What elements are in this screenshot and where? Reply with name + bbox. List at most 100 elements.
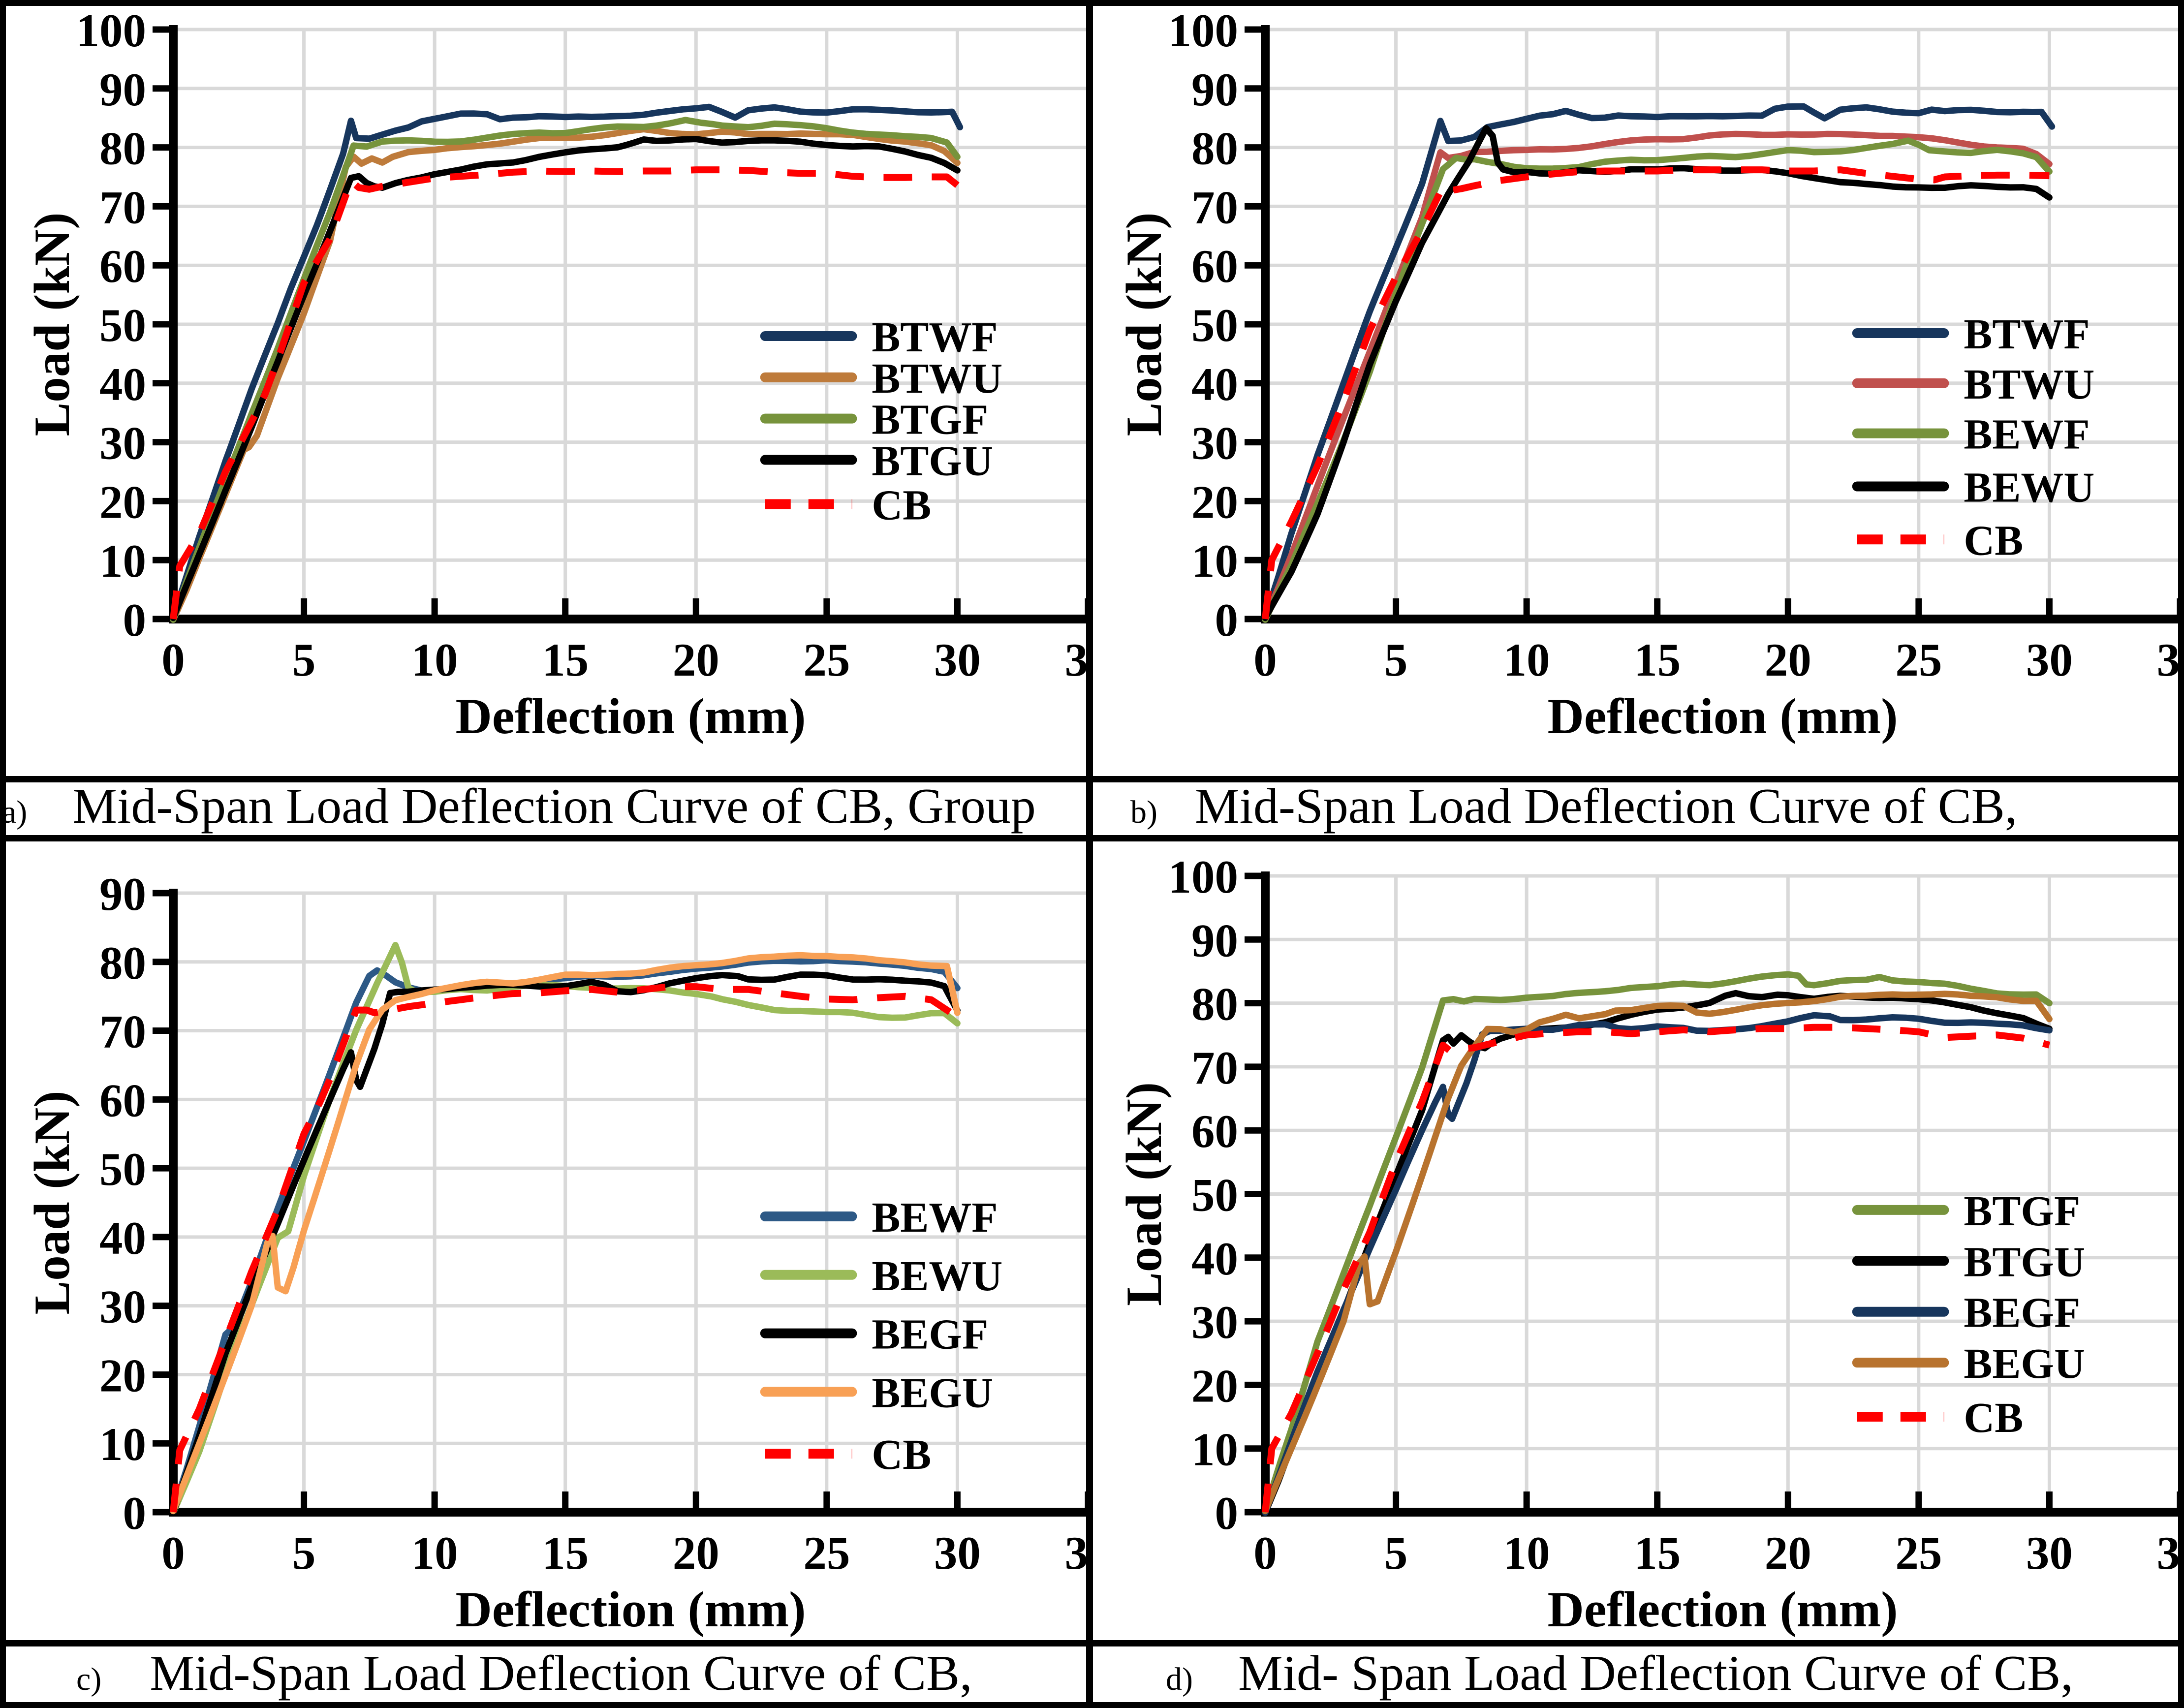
x-tick-label: 20 bbox=[1765, 634, 1811, 686]
y-axis-title: Load (kN) bbox=[1116, 1082, 1172, 1306]
y-tick-label: 60 bbox=[99, 1074, 146, 1126]
x-tick-label: 30 bbox=[2026, 634, 2073, 686]
x-tick-label: 30 bbox=[934, 634, 981, 686]
caption-b: b) Mid-Span Load Deflection Curve of CB, bbox=[1092, 780, 2184, 833]
series-line-BEGF bbox=[1262, 1012, 2053, 1516]
x-tick-label: 25 bbox=[803, 1527, 850, 1579]
x-tick-label: 0 bbox=[1253, 634, 1277, 686]
y-tick-label: 50 bbox=[99, 1143, 146, 1195]
caption-a-marker: a) bbox=[2, 794, 28, 830]
x-tick-label: 30 bbox=[934, 1527, 981, 1579]
y-tick-label: 0 bbox=[1215, 1487, 1239, 1539]
y-tick-label: 80 bbox=[99, 123, 146, 175]
series-line-BEGF bbox=[170, 971, 961, 1516]
series-line-BEGU bbox=[1262, 991, 2053, 1515]
x-tick-label: 15 bbox=[542, 634, 589, 686]
series-line-BTGF bbox=[1262, 971, 2053, 1515]
legend-label-BTGF: BTGF bbox=[1964, 1187, 2080, 1235]
chart-c-canvas: 051015202530350102030405060708090Deflect… bbox=[0, 841, 1092, 1648]
y-tick-label: 90 bbox=[99, 868, 146, 920]
series-line-CB bbox=[170, 983, 960, 1513]
y-tick-label: 40 bbox=[1191, 1233, 1238, 1285]
series-line-BTWF bbox=[170, 103, 964, 621]
y-tick-label: 0 bbox=[1215, 594, 1239, 646]
y-tick-label: 10 bbox=[1191, 1424, 1238, 1476]
y-tick-label: 70 bbox=[1191, 181, 1238, 233]
divider-caption1-top bbox=[0, 776, 2184, 782]
legend-label-BEGU: BEGU bbox=[872, 1368, 993, 1416]
y-tick-label: 60 bbox=[99, 240, 146, 292]
y-tick-label: 50 bbox=[1191, 1169, 1238, 1221]
x-axis-title: Deflection (mm) bbox=[1547, 688, 1898, 745]
y-tick-label: 70 bbox=[1191, 1042, 1238, 1094]
x-tick-label: 20 bbox=[1765, 1527, 1811, 1579]
legend-label-CB: CB bbox=[1964, 1394, 2023, 1441]
caption-b-text: Mid-Span Load Deflection Curve of CB, bbox=[1194, 778, 2018, 834]
divider-caption2-top bbox=[0, 1640, 2184, 1646]
x-tick-label: 30 bbox=[2026, 1527, 2073, 1579]
legend-label-BTWU: BTWU bbox=[872, 354, 1002, 402]
x-tick-label: 15 bbox=[542, 1527, 589, 1579]
series-line-BEWU bbox=[1262, 125, 2053, 621]
y-tick-label: 10 bbox=[99, 535, 146, 587]
y-tick-label: 30 bbox=[1191, 417, 1238, 469]
y-tick-label: 70 bbox=[99, 181, 146, 233]
y-tick-label: 0 bbox=[123, 1487, 147, 1539]
caption-d-text: Mid- Span Load Deflection Curve of CB, bbox=[1238, 1646, 2073, 1701]
caption-c: c) Mid-Span Load Deflection Curve of CB, bbox=[0, 1646, 1168, 1701]
y-axis-title: Load (kN) bbox=[24, 212, 80, 436]
border-left bbox=[0, 0, 6, 1708]
caption-b-marker: b) bbox=[1130, 794, 1157, 830]
y-tick-label: 30 bbox=[99, 417, 146, 469]
y-tick-label: 20 bbox=[1191, 476, 1238, 528]
y-tick-label: 30 bbox=[99, 1281, 146, 1333]
y-tick-label: 20 bbox=[99, 476, 146, 528]
y-tick-label: 10 bbox=[99, 1418, 146, 1470]
x-tick-label: 5 bbox=[1384, 1527, 1408, 1579]
legend-label-CB: CB bbox=[1964, 516, 2023, 564]
y-tick-label: 30 bbox=[1191, 1296, 1238, 1348]
x-tick-label: 25 bbox=[803, 634, 850, 686]
divider-caption1-bottom bbox=[0, 835, 2184, 841]
caption-c-text: Mid-Span Load Deflection Curve of CB, bbox=[150, 1646, 972, 1701]
x-tick-label: 10 bbox=[411, 634, 458, 686]
series-line-BEGU bbox=[170, 952, 961, 1515]
legend-label-BTGF: BTGF bbox=[872, 396, 988, 443]
caption-a: a) Mid-Span Load Deflection Curve of CB,… bbox=[0, 780, 1094, 833]
legend-label-BTGU: BTGU bbox=[872, 437, 993, 485]
legend-label-BEGU: BEGU bbox=[1964, 1339, 2085, 1387]
legend-label-BTWF: BTWF bbox=[1964, 310, 2090, 358]
legend-label-BEWU: BEWU bbox=[1964, 463, 2094, 511]
x-tick-label: 5 bbox=[292, 1527, 316, 1579]
x-tick-label: 20 bbox=[673, 634, 719, 686]
border-right bbox=[2178, 0, 2184, 1708]
y-tick-label: 60 bbox=[1191, 240, 1238, 292]
y-tick-label: 50 bbox=[1191, 299, 1238, 351]
x-tick-label: 5 bbox=[1384, 634, 1408, 686]
y-tick-label: 80 bbox=[99, 937, 146, 989]
y-axis-title: Load (kN) bbox=[24, 1090, 80, 1314]
legend-label-BTWF: BTWF bbox=[872, 313, 998, 361]
y-tick-label: 100 bbox=[1168, 4, 1239, 57]
y-tick-label: 90 bbox=[1191, 914, 1238, 966]
caption-d: d) Mid- Span Load Deflection Curve of CB… bbox=[1092, 1646, 2184, 1701]
legend-label-BEGF: BEGF bbox=[1964, 1289, 2080, 1336]
y-tick-label: 10 bbox=[1191, 535, 1238, 587]
y-tick-label: 20 bbox=[1191, 1360, 1238, 1412]
y-tick-label: 100 bbox=[1168, 851, 1239, 903]
legend-label-BTGU: BTGU bbox=[1964, 1238, 2085, 1285]
y-tick-label: 40 bbox=[1191, 358, 1238, 410]
caption-a-text: Mid-Span Load Deflection Curve of CB, Gr… bbox=[72, 778, 1036, 834]
series-line-CB bbox=[1262, 166, 2050, 620]
caption-d-marker: d) bbox=[1166, 1661, 1193, 1697]
series-line-BTWF bbox=[1262, 103, 2056, 621]
legend-label-CB: CB bbox=[872, 1430, 931, 1478]
y-tick-label: 100 bbox=[76, 4, 147, 57]
series-line-BTWU bbox=[1262, 130, 2053, 623]
caption-c-marker: c) bbox=[76, 1661, 102, 1697]
x-tick-label: 10 bbox=[1503, 634, 1550, 686]
chart-a-canvas: 051015202530350102030405060708090100Defl… bbox=[0, 0, 1092, 780]
x-tick-label: 10 bbox=[1503, 1527, 1550, 1579]
y-axis-title: Load (kN) bbox=[1116, 212, 1172, 436]
chart-d-canvas: 051015202530350102030405060708090100Defl… bbox=[1092, 841, 2184, 1648]
